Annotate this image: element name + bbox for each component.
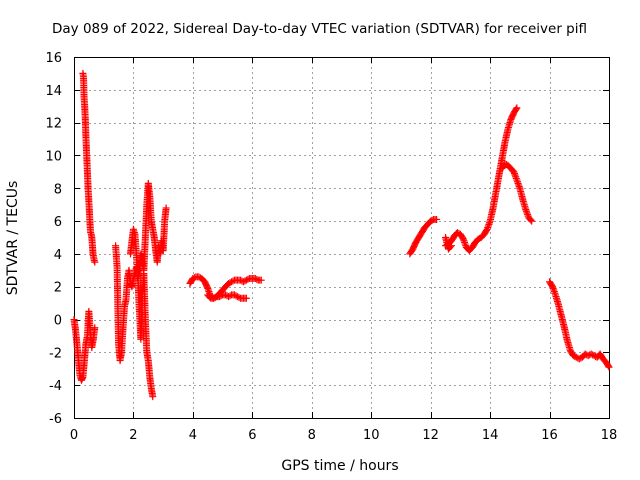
data-point xyxy=(447,242,455,250)
x-tick-label: 6 xyxy=(248,428,256,443)
series-s7 xyxy=(204,291,250,302)
y-tick-label: 4 xyxy=(54,248,62,263)
data-point xyxy=(211,293,219,301)
data-point xyxy=(231,291,238,299)
data-point xyxy=(91,324,99,332)
x-tick-label: 4 xyxy=(189,428,197,443)
data-point xyxy=(149,393,157,401)
data-point xyxy=(257,276,265,284)
x-tick-label: 16 xyxy=(541,428,558,443)
series-s4 xyxy=(112,242,157,401)
data-point xyxy=(589,351,597,359)
x-tick-label: 18 xyxy=(601,428,618,443)
y-tick-label: -6 xyxy=(49,412,62,427)
data-point xyxy=(581,350,589,358)
data-point xyxy=(233,293,241,301)
x-tick-label: 2 xyxy=(129,428,137,443)
data-point xyxy=(162,204,170,212)
data-point xyxy=(453,229,461,237)
data-point xyxy=(241,277,249,285)
data-point xyxy=(251,275,259,283)
data-point xyxy=(226,279,234,287)
x-tick-label: 14 xyxy=(482,428,499,443)
data-point xyxy=(501,160,509,168)
data-point xyxy=(222,291,230,299)
data-point xyxy=(91,258,99,266)
x-tick-label: 8 xyxy=(308,428,316,443)
y-tick-label: 10 xyxy=(45,149,62,164)
data-point xyxy=(239,278,247,286)
data-point xyxy=(587,350,595,358)
series-s3 xyxy=(82,307,99,351)
y-tick-label: 6 xyxy=(54,215,62,230)
data-point xyxy=(210,294,218,302)
y-tick-label: 12 xyxy=(45,117,62,132)
data-point xyxy=(189,275,197,283)
data-point xyxy=(225,293,233,301)
data-point xyxy=(232,292,240,300)
data-point xyxy=(428,216,436,224)
data-point xyxy=(225,279,233,287)
data-point xyxy=(513,104,521,112)
data-point xyxy=(433,215,441,223)
x-axis-label: GPS time / hours xyxy=(281,458,398,474)
series-s10 xyxy=(442,234,455,253)
data-point xyxy=(569,352,577,360)
data-point xyxy=(229,277,237,285)
data-point xyxy=(527,216,535,224)
data-point xyxy=(226,292,234,300)
data-point xyxy=(604,362,612,370)
data-point xyxy=(528,217,536,225)
data-point xyxy=(217,292,225,300)
y-tick-label: 16 xyxy=(45,51,62,66)
data-point xyxy=(571,352,579,360)
data-point xyxy=(605,363,613,371)
data-point xyxy=(427,217,435,225)
data-point xyxy=(190,274,198,282)
data-point xyxy=(195,273,203,281)
chart-title: Day 089 of 2022, Sidereal Day-to-day VTE… xyxy=(52,21,587,37)
data-point xyxy=(474,235,482,243)
data-point xyxy=(575,355,583,363)
data-point xyxy=(228,278,236,286)
x-tick-label: 0 xyxy=(70,428,78,443)
x-tick-label: 12 xyxy=(422,428,439,443)
series-s1 xyxy=(70,316,90,384)
data-point xyxy=(584,352,592,360)
data-point xyxy=(242,294,250,302)
y-tick-label: 8 xyxy=(54,182,62,197)
y-tick-label: -4 xyxy=(49,379,62,394)
series-s11 xyxy=(498,160,536,225)
plot-frame xyxy=(74,57,610,419)
data-point xyxy=(512,105,520,113)
y-tick-label: 0 xyxy=(54,314,62,329)
data-point xyxy=(216,293,224,301)
data-point xyxy=(253,275,261,283)
data-layer xyxy=(70,69,613,401)
data-point xyxy=(446,243,454,251)
series-s9 xyxy=(442,104,521,255)
y-tick-label: 14 xyxy=(45,84,62,99)
series-s12 xyxy=(546,278,613,371)
data-point xyxy=(242,276,250,284)
series-s2 xyxy=(79,69,99,266)
data-point xyxy=(572,353,580,361)
y-tick-label: -2 xyxy=(49,346,62,361)
data-point xyxy=(244,275,252,283)
y-axis-label: SDTVAR / TECUs xyxy=(5,181,21,296)
data-point xyxy=(236,276,244,284)
y-tick-label: 2 xyxy=(54,281,62,296)
series-s5 xyxy=(126,179,170,283)
x-tick-label: 10 xyxy=(363,428,380,443)
series-s8 xyxy=(406,215,441,258)
tick-layer: 0 2 4 6 8 10 12 14 16 18 -6 -4 -2 0 2 4 6 8 10 12 14 16 xyxy=(45,51,617,443)
data-point xyxy=(235,293,243,301)
